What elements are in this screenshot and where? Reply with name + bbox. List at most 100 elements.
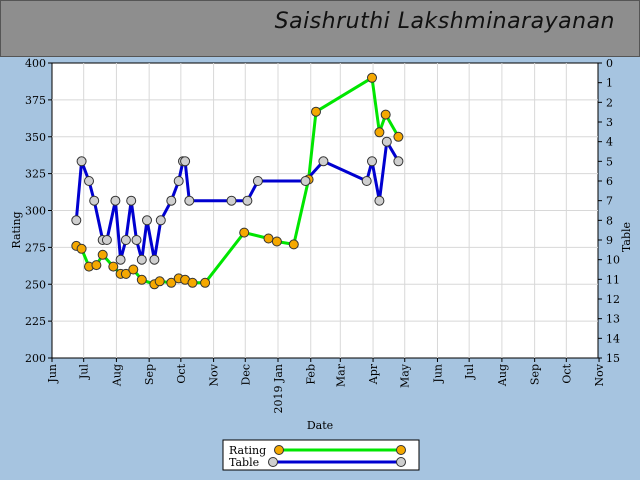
y-axis-left: 200 225 250 275 300 325 350 375 400 xyxy=(25,57,52,365)
data-point-table xyxy=(142,215,152,226)
y-right-tick-label: 11 xyxy=(606,273,620,286)
legend-marker-table-start xyxy=(268,457,278,467)
y-right-tick-label: 7 xyxy=(606,195,613,208)
x-tick-label: Sep xyxy=(143,364,156,385)
data-point-table xyxy=(136,254,147,265)
x-tick-label: Aug xyxy=(110,364,123,387)
x-tick-label: Aug xyxy=(496,364,509,387)
x-axis-label: Date xyxy=(307,419,333,432)
data-point-rating xyxy=(108,261,119,272)
data-point-rating xyxy=(187,277,198,288)
legend-marker-rating-end xyxy=(396,445,406,455)
y-right-tick-label: 14 xyxy=(606,332,620,345)
y-left-tick-label: 350 xyxy=(25,131,46,144)
data-point-table xyxy=(149,254,160,265)
data-point-rating xyxy=(288,239,299,250)
legend-label-table: Table xyxy=(229,456,259,469)
data-point-table xyxy=(180,156,191,167)
data-point-table xyxy=(101,235,112,245)
data-point-table xyxy=(184,195,195,206)
y-right-tick-label: 3 xyxy=(606,116,613,129)
x-tick-label: Feb xyxy=(305,364,318,385)
y-right-tick-label: 15 xyxy=(606,352,620,365)
data-point-rating xyxy=(380,109,391,120)
data-point-table xyxy=(393,156,404,167)
y-right-tick-label: 2 xyxy=(606,96,613,109)
x-tick-label: Dec xyxy=(239,364,252,386)
data-point-table xyxy=(71,215,82,226)
data-point-rating xyxy=(120,268,131,279)
y-right-tick-label: 8 xyxy=(606,214,613,227)
data-point-rating xyxy=(393,131,404,142)
data-point-table xyxy=(126,195,137,206)
data-point-table xyxy=(374,195,385,206)
x-tick-label: Nov xyxy=(593,363,606,386)
data-point-table xyxy=(120,235,131,245)
x-axis: Jun Jul Aug Sep Oct Nov Dec 2019 Jan Feb Mar Apr Ma… xyxy=(46,358,606,414)
data-point-table xyxy=(131,235,142,245)
x-tick-label: Jul xyxy=(78,364,91,380)
y-axis-left-label: Rating xyxy=(10,211,23,248)
series-markers xyxy=(71,72,404,290)
data-point-table xyxy=(166,195,177,206)
data-point-rating xyxy=(97,249,108,260)
data-point-table xyxy=(300,176,311,186)
data-point-table xyxy=(84,176,94,186)
y-right-tick-label: 9 xyxy=(606,234,613,247)
x-tick-label: Oct xyxy=(175,363,188,383)
data-point-rating xyxy=(271,236,282,247)
data-point-table xyxy=(115,254,126,265)
y-left-tick-label: 300 xyxy=(25,205,46,218)
x-tick-label: Jun xyxy=(46,364,59,384)
data-point-rating xyxy=(263,233,274,244)
player-name: Saishruthi Lakshminarayanan xyxy=(274,9,615,34)
data-point-table xyxy=(381,136,392,147)
y-left-tick-label: 225 xyxy=(25,315,46,328)
data-point-rating xyxy=(367,72,377,83)
x-tick-label: Jun xyxy=(431,364,444,384)
data-point-rating xyxy=(374,127,385,138)
data-point-rating xyxy=(311,106,321,117)
y-axis-right-label: Table xyxy=(620,222,633,252)
y-right-tick-label: 6 xyxy=(606,175,613,188)
data-point-table xyxy=(226,195,237,206)
data-point-rating xyxy=(154,276,165,287)
y-left-tick-label: 275 xyxy=(25,241,46,254)
x-tick-label: Apr xyxy=(367,363,380,385)
data-point-table xyxy=(252,176,263,186)
x-tick-label: Sep xyxy=(529,364,542,385)
data-point-table xyxy=(242,195,253,206)
y-left-tick-label: 200 xyxy=(25,352,46,365)
data-point-table xyxy=(318,156,329,167)
x-tick-label: 2019 Jan xyxy=(272,364,285,414)
data-point-table xyxy=(110,195,121,206)
x-tick-label: May xyxy=(399,363,412,388)
data-point-table xyxy=(361,176,372,186)
y-right-tick-label: 1 xyxy=(606,77,613,90)
legend: Rating Table xyxy=(222,439,420,471)
data-point-table xyxy=(89,195,100,206)
legend-marker-rating-start xyxy=(274,445,284,455)
y-right-tick-label: 5 xyxy=(606,155,613,168)
x-tick-label: Mar xyxy=(334,363,347,387)
y-right-tick-label: 0 xyxy=(606,57,613,70)
legend-label-rating: Rating xyxy=(229,444,266,457)
data-point-table xyxy=(173,176,184,186)
data-point-rating xyxy=(76,243,87,254)
data-point-rating xyxy=(91,260,102,271)
y-left-tick-label: 250 xyxy=(25,278,46,291)
legend-box xyxy=(222,439,420,471)
data-point-table xyxy=(155,215,166,226)
data-point-rating xyxy=(136,274,147,285)
data-point-rating xyxy=(166,277,177,288)
y-left-tick-label: 375 xyxy=(25,94,46,107)
y-left-tick-label: 400 xyxy=(25,57,46,70)
y-right-tick-label: 4 xyxy=(606,136,613,149)
y-right-tick-label: 12 xyxy=(606,293,620,306)
data-point-table xyxy=(367,156,377,167)
data-point-rating xyxy=(200,277,211,288)
y-right-tick-label: 13 xyxy=(606,313,620,326)
